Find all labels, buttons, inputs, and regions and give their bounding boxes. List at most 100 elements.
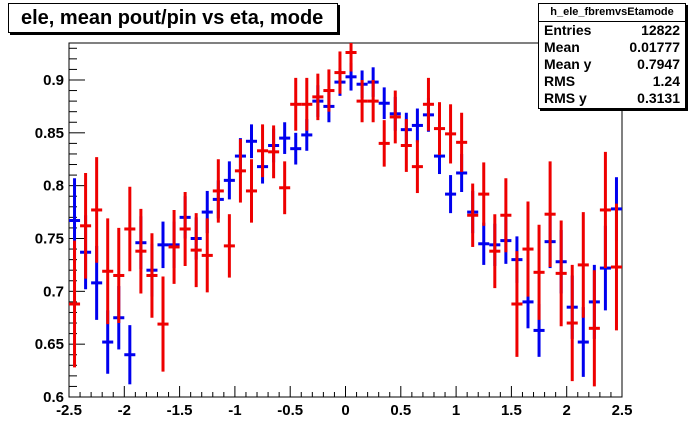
data-point <box>124 325 136 385</box>
data-point <box>478 162 490 226</box>
stats-label: RMS y <box>544 90 587 106</box>
y-tick-label: 0.9 <box>43 72 64 89</box>
stats-value: 0.3131 <box>637 90 680 106</box>
x-tick-label: 0.5 <box>390 402 411 419</box>
stats-row-rms: RMS 1.24 <box>539 73 685 90</box>
stats-row-mean: Mean 0.01777 <box>539 39 685 56</box>
data-point <box>190 213 202 288</box>
x-tick-label: -1 <box>228 402 241 419</box>
data-point <box>157 221 169 269</box>
x-tick-label: 2 <box>563 402 571 419</box>
data-point <box>245 124 258 159</box>
data-point <box>378 87 390 120</box>
x-tick-label: 1 <box>452 402 460 419</box>
data-point <box>456 112 468 172</box>
stats-value: 0.01777 <box>629 39 680 55</box>
data-point <box>279 161 291 215</box>
x-tick-label: 0 <box>341 402 349 419</box>
data-point <box>588 270 600 387</box>
data-point <box>356 79 368 123</box>
data-point <box>411 108 423 143</box>
data-point <box>566 264 578 382</box>
data-point <box>80 172 92 279</box>
data-point <box>312 73 324 121</box>
data-point <box>124 186 136 272</box>
data-point <box>223 161 235 200</box>
data-point <box>467 183 479 247</box>
data-point <box>234 139 246 203</box>
x-tick-label: -2 <box>118 402 131 419</box>
data-point <box>102 218 114 325</box>
data-point <box>345 43 357 72</box>
data-point <box>168 209 180 284</box>
data-point <box>610 203 622 331</box>
data-point <box>334 51 346 94</box>
stats-label: Mean <box>544 39 580 55</box>
y-tick-label: 0.65 <box>35 336 64 353</box>
chart-title-box: ele, mean pout/pin vs eta, mode <box>8 3 338 33</box>
data-point <box>245 159 258 223</box>
data-point <box>378 120 390 167</box>
y-tick-label: 0.7 <box>43 283 64 300</box>
x-tick-label: -1.5 <box>167 402 193 419</box>
data-point <box>301 77 313 131</box>
data-point <box>555 220 567 327</box>
data-point <box>478 222 490 265</box>
data-point <box>422 77 434 131</box>
y-tick-label: 0.6 <box>43 389 64 406</box>
stats-label: RMS <box>544 73 576 89</box>
data-point <box>367 79 379 123</box>
stats-label: Mean y <box>544 56 592 72</box>
stats-value: 1.24 <box>652 73 680 89</box>
data-point <box>290 77 302 131</box>
data-point <box>323 69 335 112</box>
y-tick-label: 0.85 <box>35 125 64 142</box>
data-point <box>522 201 534 297</box>
data-point <box>533 224 545 320</box>
data-point <box>544 161 556 268</box>
data-point <box>290 132 302 165</box>
series-1 <box>69 43 622 387</box>
stats-row-entries: Entries 12822 <box>539 22 685 39</box>
data-point <box>445 104 457 164</box>
stats-box: h_ele_fbremvsEtamode Entries 12822 Mean … <box>538 3 686 109</box>
x-tick-label: 1.5 <box>501 402 522 419</box>
data-point <box>146 233 158 318</box>
y-tick-label: 0.8 <box>43 178 64 195</box>
data-point <box>411 140 423 194</box>
chart-title: ele, mean pout/pin vs eta, mode <box>21 6 324 29</box>
data-point <box>257 124 269 178</box>
data-point <box>268 125 280 179</box>
data-point <box>599 151 611 269</box>
data-point <box>445 175 457 214</box>
data-point <box>223 214 235 278</box>
data-point <box>135 208 147 294</box>
x-tick-label: -0.5 <box>277 402 303 419</box>
data-point <box>500 178 512 253</box>
data-point <box>400 119 412 172</box>
data-point <box>157 276 169 372</box>
data-point <box>91 157 103 263</box>
data-point <box>489 214 501 289</box>
stats-histogram-name: h_ele_fbremvsEtamode <box>539 4 685 22</box>
data-point <box>279 122 291 154</box>
data-point <box>577 307 589 377</box>
plot-frame <box>68 42 623 398</box>
data-point <box>212 159 224 223</box>
stats-value: 12822 <box>641 22 680 38</box>
x-tick-label: 2.5 <box>612 402 633 419</box>
data-point <box>389 90 401 144</box>
y-tick-label: 0.75 <box>35 230 64 247</box>
x-tick-label: -2.5 <box>56 402 82 419</box>
data-point <box>179 191 191 266</box>
data-point <box>201 218 213 293</box>
data-point <box>433 102 446 156</box>
data-point <box>69 240 81 368</box>
stats-row-mean-y: Mean y 0.7947 <box>539 56 685 73</box>
data-point <box>577 212 589 318</box>
stats-value: 0.7947 <box>637 56 680 72</box>
stats-row-rms-y: RMS y 0.3131 <box>539 90 685 107</box>
data-point <box>511 251 523 357</box>
stats-label: Entries <box>544 22 592 38</box>
